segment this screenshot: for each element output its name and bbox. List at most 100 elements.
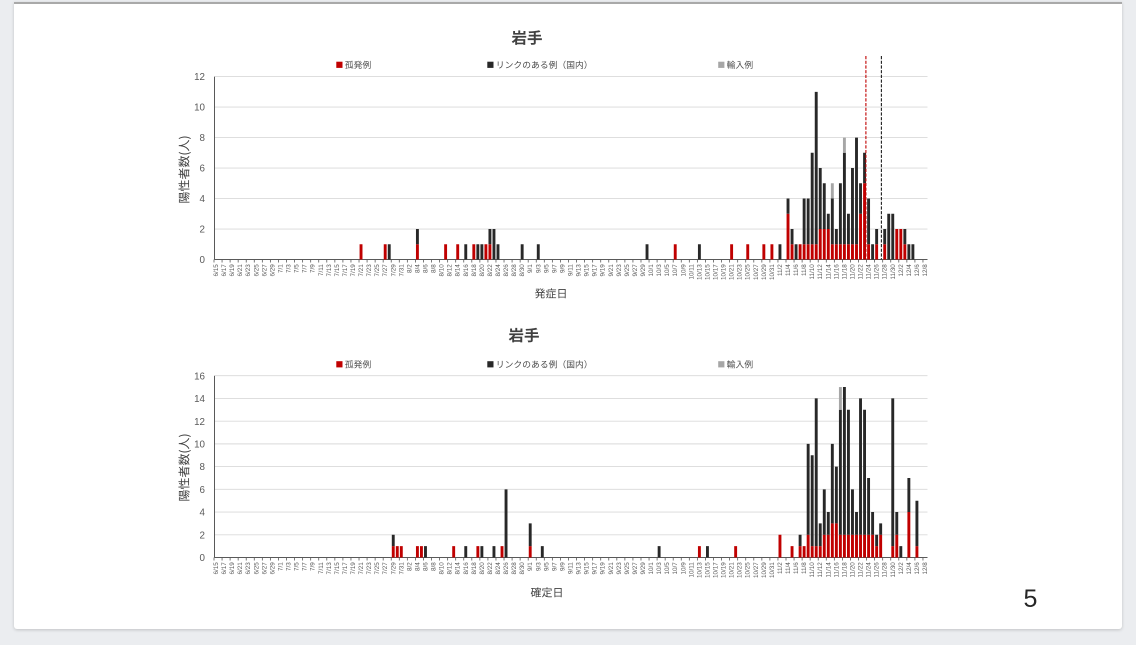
svg-text:12: 12 [194, 417, 205, 428]
svg-text:8/8: 8/8 [431, 264, 438, 273]
svg-text:6/19: 6/19 [229, 264, 236, 277]
svg-text:9/19: 9/19 [600, 562, 607, 575]
svg-text:9/21: 9/21 [608, 562, 615, 575]
svg-text:7/21: 7/21 [358, 264, 365, 277]
svg-text:6/15: 6/15 [213, 264, 220, 277]
svg-text:10/17: 10/17 [713, 562, 720, 578]
svg-text:0: 0 [200, 255, 206, 266]
svg-text:10/11: 10/11 [688, 264, 695, 280]
svg-text:8: 8 [200, 462, 206, 473]
svg-text:10/17: 10/17 [713, 264, 720, 280]
svg-text:7/31: 7/31 [398, 562, 405, 575]
svg-text:10/23: 10/23 [737, 264, 744, 280]
svg-text:10/13: 10/13 [696, 264, 703, 280]
svg-text:10/9: 10/9 [680, 562, 687, 575]
svg-text:10/25: 10/25 [745, 264, 752, 280]
svg-text:9/7: 9/7 [551, 562, 558, 571]
svg-text:8/12: 8/12 [447, 562, 454, 575]
svg-text:12: 12 [194, 72, 205, 83]
svg-text:11/28: 11/28 [882, 264, 889, 280]
svg-text:9/13: 9/13 [576, 264, 583, 277]
svg-text:11/12: 11/12 [817, 264, 824, 280]
svg-text:9/5: 9/5 [543, 264, 550, 273]
svg-text:7/19: 7/19 [350, 264, 357, 277]
svg-text:12/6: 12/6 [914, 562, 921, 575]
svg-text:7/13: 7/13 [326, 562, 333, 575]
svg-text:7/3: 7/3 [286, 562, 293, 571]
svg-text:7/5: 7/5 [294, 562, 301, 571]
svg-text:11/2: 11/2 [777, 264, 784, 276]
svg-text:10/29: 10/29 [761, 562, 768, 578]
svg-text:7/29: 7/29 [390, 264, 397, 277]
svg-text:9/15: 9/15 [584, 562, 591, 575]
svg-text:11/18: 11/18 [841, 562, 848, 578]
svg-text:11/8: 11/8 [801, 264, 808, 276]
svg-text:14: 14 [194, 394, 205, 405]
svg-text:11/14: 11/14 [825, 562, 832, 578]
svg-text:11/6: 11/6 [793, 562, 800, 574]
svg-text:7/9: 7/9 [310, 264, 317, 273]
svg-text:11/4: 11/4 [785, 264, 792, 276]
svg-text:8/4: 8/4 [414, 264, 421, 273]
svg-text:6/29: 6/29 [269, 562, 276, 575]
svg-text:10/15: 10/15 [704, 264, 711, 280]
svg-text:7/17: 7/17 [342, 264, 349, 277]
svg-text:11/24: 11/24 [866, 264, 873, 280]
svg-text:5: 5 [1024, 585, 1038, 613]
svg-text:9/1: 9/1 [527, 264, 534, 273]
svg-text:7/15: 7/15 [334, 562, 341, 575]
svg-text:8/26: 8/26 [503, 562, 510, 575]
svg-text:6: 6 [200, 485, 206, 496]
svg-text:9/17: 9/17 [592, 562, 599, 575]
svg-text:7/1: 7/1 [277, 264, 284, 273]
svg-text:8/22: 8/22 [487, 562, 494, 575]
svg-text:10/15: 10/15 [704, 562, 711, 578]
svg-text:7/25: 7/25 [374, 264, 381, 277]
svg-text:11/16: 11/16 [833, 562, 840, 578]
svg-text:9/23: 9/23 [616, 264, 623, 277]
svg-text:8/16: 8/16 [463, 562, 470, 575]
svg-text:9/27: 9/27 [632, 264, 639, 277]
svg-text:11/26: 11/26 [874, 562, 881, 578]
svg-text:7/23: 7/23 [366, 264, 373, 277]
svg-text:10/5: 10/5 [664, 264, 671, 277]
svg-text:7/3: 7/3 [286, 264, 293, 273]
svg-text:7/29: 7/29 [390, 562, 397, 575]
svg-text:11/14: 11/14 [825, 264, 832, 280]
svg-text:10/19: 10/19 [721, 264, 728, 280]
svg-text:10/1: 10/1 [648, 264, 655, 277]
svg-text:10/3: 10/3 [656, 264, 663, 277]
svg-text:8: 8 [200, 133, 206, 144]
svg-text:12/2: 12/2 [898, 264, 905, 277]
svg-text:7/9: 7/9 [310, 562, 317, 571]
svg-text:8/4: 8/4 [414, 562, 421, 571]
svg-text:9/21: 9/21 [608, 264, 615, 277]
svg-text:12/4: 12/4 [906, 264, 913, 277]
svg-text:11/8: 11/8 [801, 562, 808, 574]
svg-text:11/20: 11/20 [849, 562, 856, 578]
svg-text:4: 4 [200, 508, 206, 519]
svg-text:8/26: 8/26 [503, 264, 510, 277]
svg-text:8/20: 8/20 [479, 562, 486, 575]
svg-text:9/13: 9/13 [576, 562, 583, 575]
svg-text:8/16: 8/16 [463, 264, 470, 277]
svg-text:10/3: 10/3 [656, 562, 663, 575]
svg-text:10/27: 10/27 [753, 264, 760, 280]
svg-text:8/8: 8/8 [431, 562, 438, 571]
svg-text:7/17: 7/17 [342, 562, 349, 575]
svg-text:10: 10 [194, 439, 205, 450]
svg-text:6/29: 6/29 [269, 264, 276, 277]
svg-text:12/4: 12/4 [906, 562, 913, 575]
svg-text:11/4: 11/4 [785, 562, 792, 574]
svg-text:7/11: 7/11 [318, 562, 325, 574]
svg-text:6/27: 6/27 [261, 562, 268, 575]
svg-text:9/15: 9/15 [584, 264, 591, 277]
svg-text:7/23: 7/23 [366, 562, 373, 575]
svg-text:7/7: 7/7 [302, 562, 309, 571]
svg-text:8/6: 8/6 [422, 562, 429, 571]
svg-text:11/16: 11/16 [833, 264, 840, 280]
svg-text:9/19: 9/19 [600, 264, 607, 277]
svg-text:8/12: 8/12 [447, 264, 454, 277]
svg-text:7/5: 7/5 [294, 264, 301, 273]
svg-text:10/19: 10/19 [721, 562, 728, 578]
